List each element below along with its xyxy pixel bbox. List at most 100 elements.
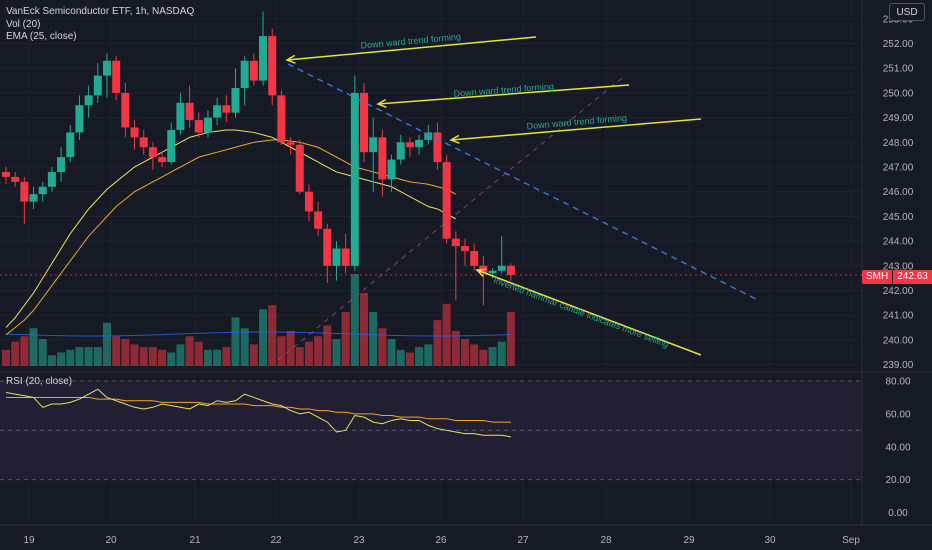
candle-body [158,157,167,163]
candle-body [259,36,268,81]
volume-bar [506,312,515,366]
price-tick-label: 240.00 [883,335,914,346]
currency-button[interactable]: USD [889,3,925,21]
indicator-ema[interactable]: EMA (25, close) [6,31,77,42]
candle-body [57,157,66,172]
chart-title: VanEck Semiconductor ETF, 1h, NASDAQ [6,6,195,17]
annotation-arrow [377,84,630,105]
candle-body [286,142,295,145]
volume-bar [488,347,497,366]
candle-body [277,95,286,143]
chart-legend: VanEck Semiconductor ETF, 1h, NASDAQ Vol… [6,6,194,44]
candle-body [341,248,350,266]
rsi-ma-line [6,396,511,423]
volume-bar [369,312,378,366]
volume-bar [84,347,93,366]
volume-bar [47,355,56,366]
price-tick-label: 248.00 [883,138,914,149]
annotation-arrow [450,118,702,141]
candle-body [405,142,414,148]
candle-body [442,162,451,239]
candle-body [185,102,194,121]
candle-body [369,137,378,153]
time-tick-label: 30 [764,535,776,546]
annotation-arrowhead [475,268,487,278]
candle-body [203,117,212,133]
candle-body [139,137,148,148]
candle-body [387,159,396,180]
price-tick-label: 251.00 [883,64,914,75]
volume-bar [2,349,10,366]
price-tick-label: 239.00 [883,360,914,371]
volume-bar [497,341,506,366]
volume-bar [268,305,277,366]
rsi-band [0,381,862,480]
rsi-tick-label: 20.00 [885,475,910,486]
price-tick-label: 246.00 [883,187,914,198]
volume-bar [470,344,479,366]
time-tick-label: 27 [517,535,529,546]
volume-bar [304,341,313,366]
candle-body [268,36,277,96]
price-tag-value: 242.63 [893,270,932,284]
candle-body [451,238,460,247]
price-tick-label: 243.00 [883,261,914,272]
time-tick-label: 19 [23,535,35,546]
candle-body [350,92,359,266]
time-tick-label: 28 [600,535,612,546]
volume-bar [314,336,323,366]
candle-body [415,139,424,148]
price-tick-label: 244.00 [883,237,914,248]
volume-bar [194,341,203,366]
price-tick-label: 247.00 [883,163,914,174]
candle-body [323,228,332,266]
volume-bar [139,347,148,366]
volume-bar [341,312,350,366]
candle-body [360,92,369,153]
volume-bar [38,339,47,366]
volume-bar [396,349,405,366]
volume-bar [222,347,231,366]
volume-bar [203,349,212,366]
candle-body [121,92,130,128]
volume-bar [433,320,442,366]
indicator-volume[interactable]: Vol (20) [6,18,41,30]
volume-bar [148,347,157,366]
candle-body [378,137,387,180]
candle-body [176,102,185,130]
candle-body [396,142,405,160]
candle-body [488,270,497,274]
volume-bar [130,344,139,366]
volume-bar [57,352,66,366]
candle-body [424,132,433,140]
candle-body [130,127,139,138]
candle-body [47,171,56,187]
candle-body [304,191,313,212]
volume-bar [249,344,258,366]
volume-bar [405,352,414,366]
volume-bar [461,339,469,366]
annotation-arrow [286,36,537,61]
volume-ma-line [5,331,511,337]
rsi-indicator-label[interactable]: RSI (20, close) [6,376,73,387]
candle-body [433,132,442,163]
volume-bar [350,274,359,366]
volume-bar [479,349,488,366]
candle-body [148,147,157,158]
time-tick-label: 22 [270,535,282,546]
volume-bar [442,303,451,366]
price-tick-label: 241.00 [883,311,914,322]
annotation-arrowhead [285,54,296,64]
candle-body [314,211,323,229]
volume-bar [415,347,424,366]
candle-body [222,105,231,113]
candle-body [84,95,93,106]
price-tick-label: 252.00 [883,39,914,50]
volume-bar [424,344,433,366]
volume-bar [240,328,249,366]
annotation-arrowhead [449,134,460,144]
time-tick-label: 26 [435,535,447,546]
candle-body [20,181,29,202]
candle-body [112,60,121,93]
